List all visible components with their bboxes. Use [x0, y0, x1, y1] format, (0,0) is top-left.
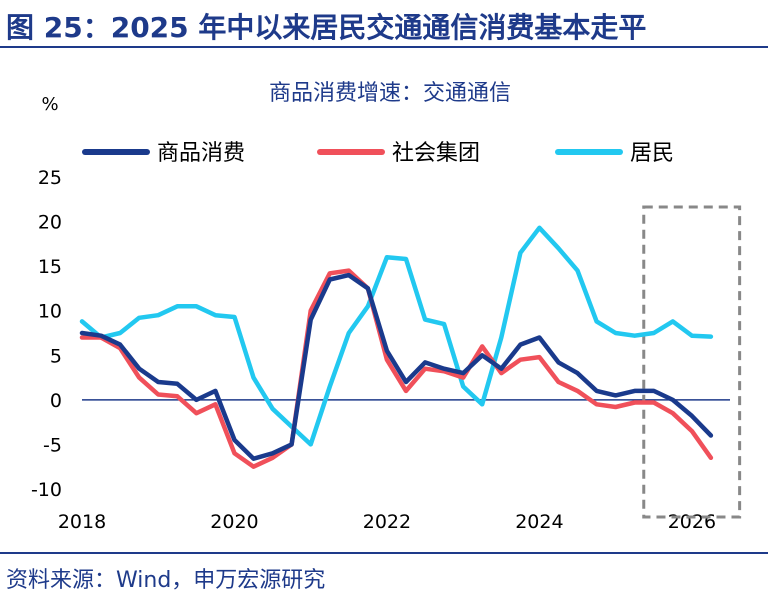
legend: 商品消费 社会集团 居民 — [82, 141, 674, 166]
y-tick-label: -5 — [43, 434, 62, 456]
y-tick-label: 20 — [38, 212, 62, 234]
y-tick-label: 0 — [50, 390, 62, 412]
x-tick-label: 2020 — [210, 511, 258, 533]
y-tick-label: 25 — [38, 167, 62, 189]
series-line-0 — [79, 272, 714, 461]
source-rule — [0, 552, 768, 554]
x-tick-label: 2018 — [58, 511, 106, 533]
forecast-highlight-rect — [642, 205, 742, 519]
y-tick-label: 15 — [38, 256, 62, 278]
y-tick-label: 5 — [50, 345, 62, 367]
chart: 商品消费增速：交通通信 % 商品消费 社会集团 居民 25 20 15 10 5 0 -5 -10… — [31, 81, 742, 533]
highlight-box — [642, 205, 742, 519]
source-note: 资料来源：Wind，申万宏源研究 — [6, 568, 326, 593]
x-tick-label: 2026 — [668, 511, 716, 533]
y-tick-label: 10 — [38, 301, 62, 323]
y-tick-label: -10 — [31, 479, 62, 501]
figure-title: 图 25：2025 年中以来居民交通通信消费基本走平 — [6, 11, 647, 44]
legend-label: 商品消费 — [157, 141, 245, 166]
legend-label: 社会集团 — [392, 141, 480, 166]
axes: 25 20 15 10 5 0 -5 -10 2018 2020 2022 2024 2026 — [31, 167, 730, 533]
series-line-2 — [79, 225, 714, 447]
x-tick-label: 2022 — [363, 511, 411, 533]
chart-title: 商品消费增速：交通通信 — [269, 81, 511, 106]
title-rule — [0, 46, 768, 48]
series-lines — [79, 225, 714, 469]
legend-label: 居民 — [630, 141, 674, 166]
x-tick-label: 2024 — [515, 511, 563, 533]
y-axis-unit: % — [41, 94, 58, 115]
series-line-1 — [79, 268, 714, 469]
